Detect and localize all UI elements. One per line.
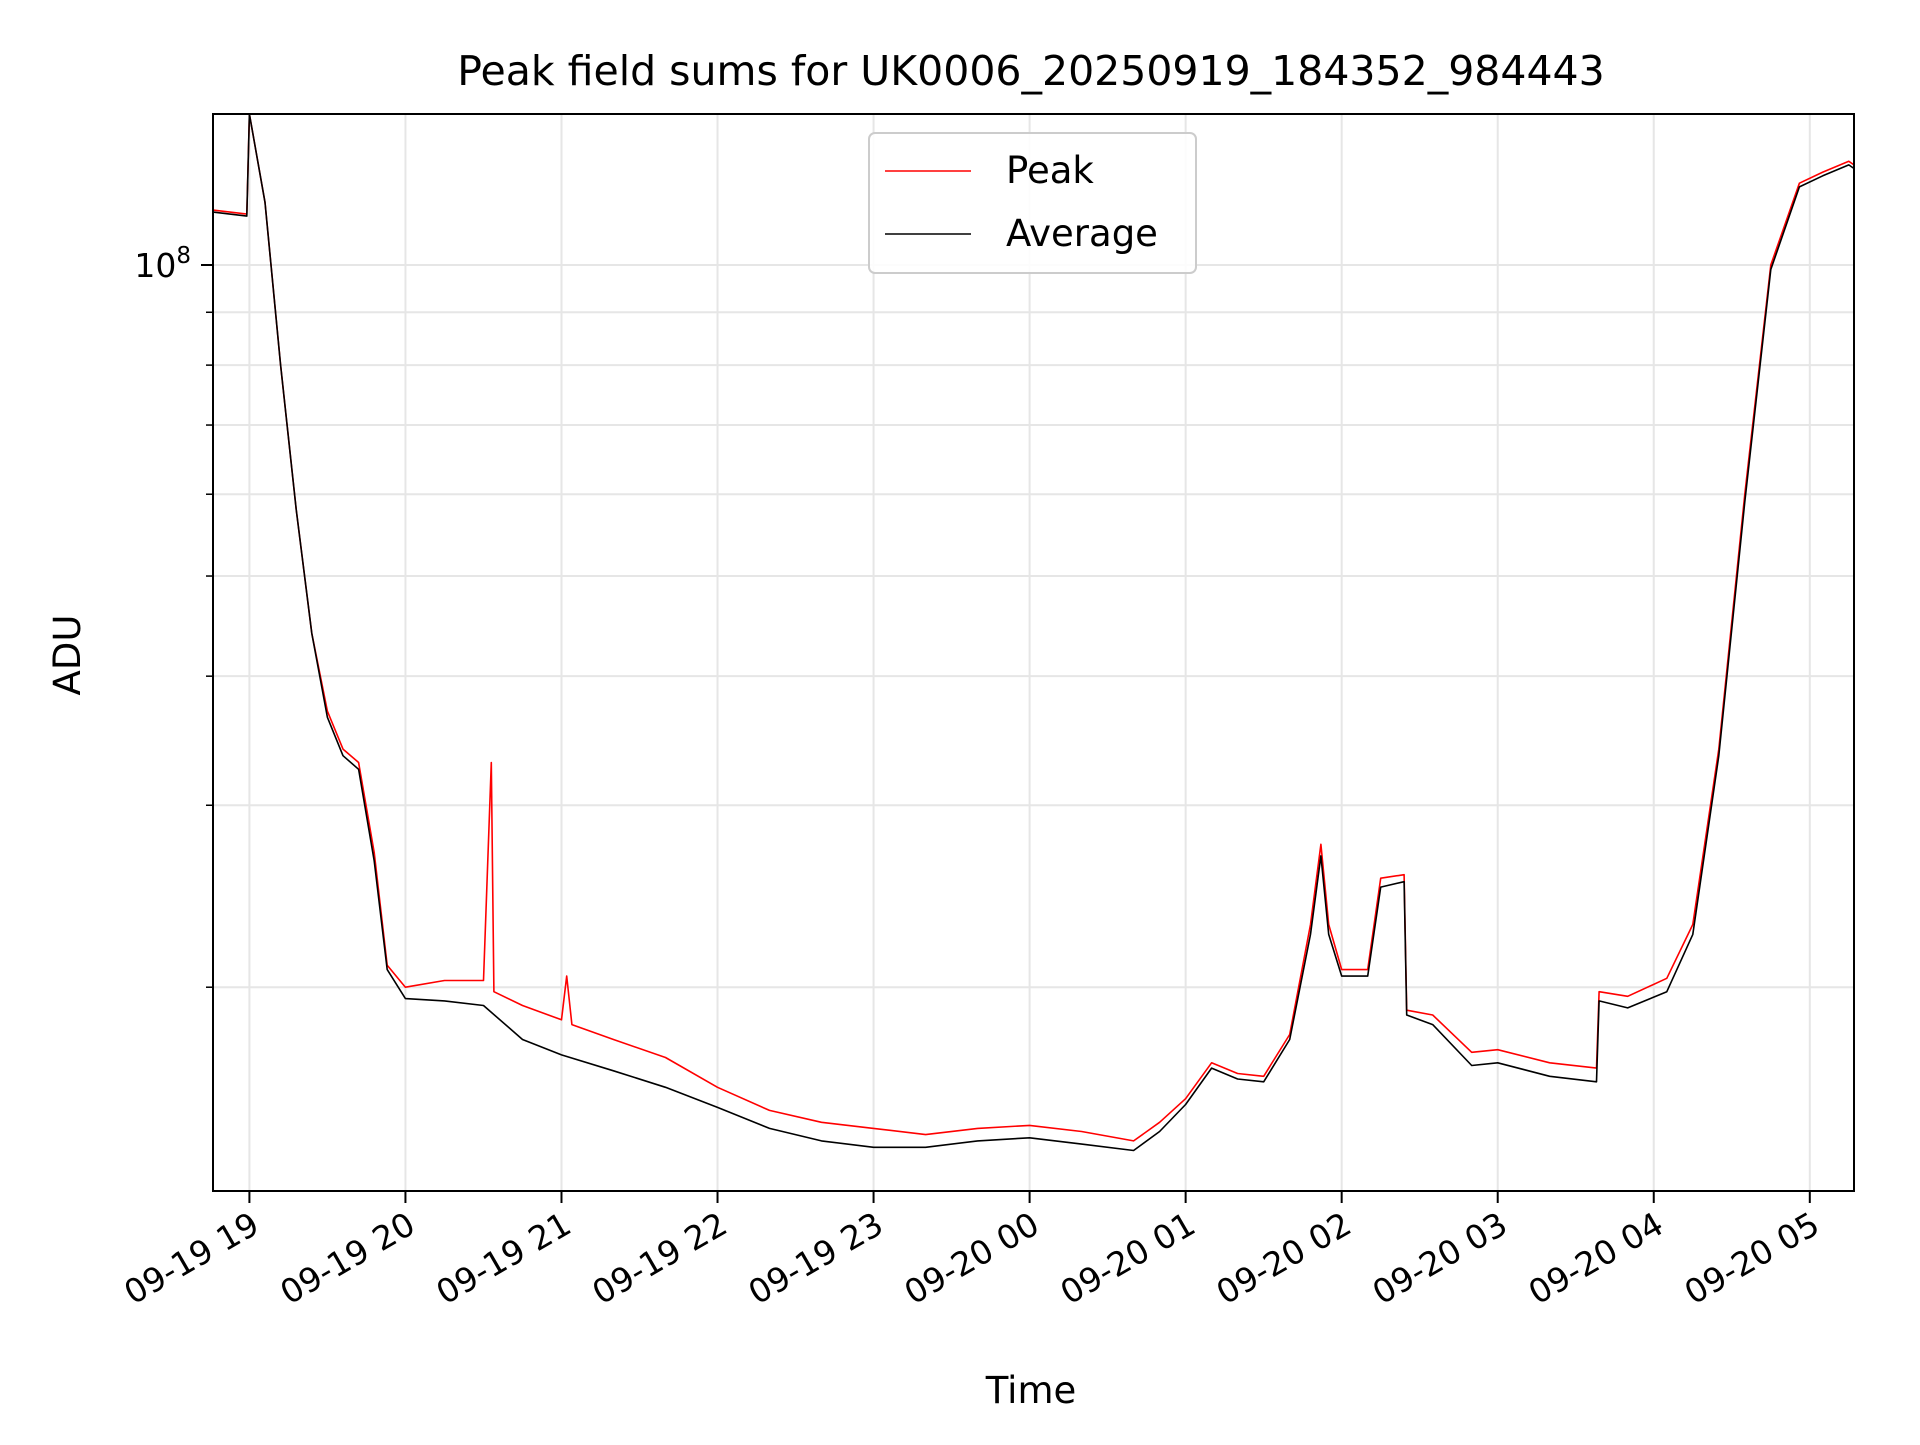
plot-frame	[212, 113, 1855, 1192]
legend: Peak Average	[868, 132, 1197, 274]
y-axis-ticks: 108	[134, 243, 213, 988]
x-tick-label: 09-19 20	[273, 1204, 421, 1312]
x-tick-label: 09-19 21	[429, 1204, 577, 1312]
series-lines	[212, 113, 1855, 1152]
legend-label-average: Average	[1006, 212, 1158, 255]
x-tick-label: 09-20 00	[898, 1204, 1046, 1312]
series-line-average	[212, 113, 1855, 1152]
x-tick-label: 09-20 02	[1210, 1204, 1358, 1312]
chart-title: Peak field sums for UK0006_20250919_1843…	[457, 47, 1604, 95]
x-tick-label: 09-20 05	[1678, 1204, 1826, 1312]
x-tick-label: 09-20 01	[1054, 1204, 1202, 1312]
x-tick-label: 09-19 23	[742, 1204, 890, 1312]
x-axis-ticks: 09-19 19 09-19 20 09-19 21 09-19 22 09-19 23…	[117, 1191, 1826, 1312]
y-tick-label: 108	[134, 243, 191, 285]
x-tick-label: 09-20 03	[1366, 1204, 1514, 1312]
x-tick-label: 09-20 04	[1522, 1204, 1670, 1312]
x-tick-label: 09-19 22	[586, 1204, 734, 1312]
x-axis-label: Time	[985, 1369, 1077, 1412]
x-tick-label: 09-19 19	[117, 1204, 265, 1312]
legend-label-peak: Peak	[1006, 149, 1094, 192]
grid	[213, 114, 1854, 1191]
y-axis-label: ADU	[46, 615, 89, 696]
legend-box	[868, 132, 1197, 274]
